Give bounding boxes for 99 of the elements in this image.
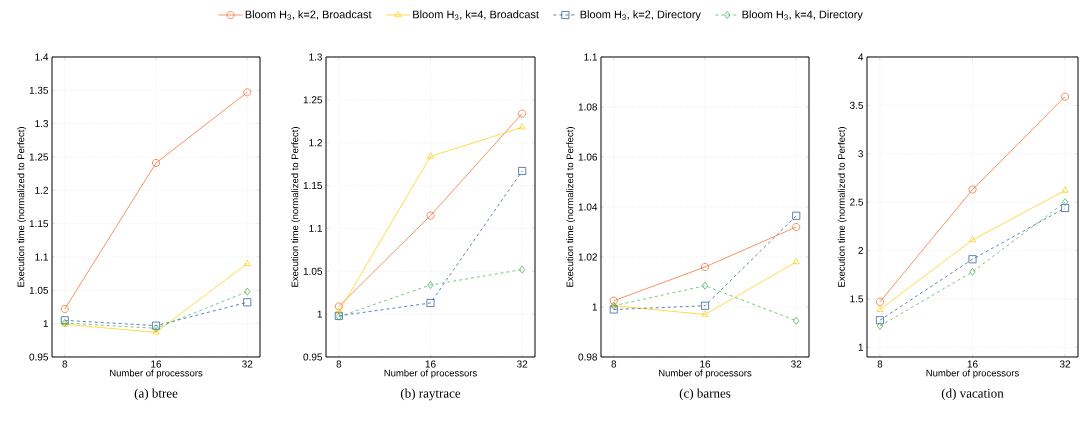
y-tick-label: 1.08 [578, 103, 598, 111]
y-tick-label: 0.98 [578, 353, 598, 361]
y-tick-label: 1.06 [578, 153, 598, 161]
point [792, 258, 800, 265]
y-tick-label: 1.3 [35, 120, 49, 128]
y-axis-title: Execution time (normalized to Perfect) [17, 127, 27, 287]
point [1062, 198, 1069, 207]
point [243, 298, 252, 307]
y-axis-title: Execution time (normalized to Perfect) [566, 127, 576, 287]
y-tick-label: 3.5 [849, 101, 864, 109]
y-tick-label: 1 [592, 303, 597, 311]
y-tick-label: 1.05 [303, 267, 323, 275]
point [426, 211, 435, 220]
y-tick-label: 1.1 [584, 53, 597, 61]
point [701, 301, 709, 310]
point [701, 281, 709, 290]
point [518, 109, 527, 118]
y-axis-title: Execution time (normalized to Perfect) [837, 127, 847, 287]
x-axis-title: Number of processors [110, 369, 203, 379]
point [609, 305, 618, 314]
point [519, 265, 526, 274]
point [969, 235, 976, 243]
y-tick-label: 2.5 [850, 198, 864, 206]
point [876, 316, 884, 325]
x-axis-title: Number of processors [384, 369, 477, 379]
point [876, 297, 884, 306]
x-tick-label: 8 [62, 360, 68, 368]
point [334, 302, 343, 311]
x-tick-label: 16 [151, 360, 162, 368]
point [152, 159, 160, 167]
x-tick-label: 8 [877, 360, 883, 368]
point [243, 88, 252, 97]
legend-label: Bloom H$_{3}$, k=2, Broadcast [245, 10, 372, 20]
x-axis-title: Number of processors [926, 369, 1019, 379]
y-tick-label: 1.4 [35, 53, 49, 61]
y-tick-label: 1 [43, 320, 48, 328]
x-tick-label: 16 [967, 360, 978, 368]
point [969, 267, 976, 276]
y-tick-label: 1.05 [29, 286, 49, 294]
y-tick-label: 1.2 [309, 139, 322, 147]
y-tick-label: 1 [858, 343, 863, 351]
point [792, 223, 801, 231]
point [335, 307, 343, 314]
point [152, 328, 160, 335]
point [609, 296, 618, 305]
x-tick-label: 32 [1059, 360, 1071, 368]
point [60, 305, 69, 313]
text: (c) barnes [679, 388, 731, 401]
point [244, 287, 251, 296]
x-tick-label: 32 [242, 360, 253, 368]
point [792, 211, 801, 220]
legend-label: Bloom H$_{3}$, k=4, Directory [742, 10, 863, 21]
point [1061, 204, 1069, 212]
point [427, 152, 434, 159]
point [876, 322, 884, 330]
y-tick-label: 3 [858, 150, 864, 158]
x-tick-label: 32 [516, 360, 528, 368]
point [426, 299, 435, 307]
y-tick-label: 1.35 [29, 86, 49, 94]
x-tick-label: 16 [700, 360, 711, 368]
y-axis-title: Execution time (normalized to Perfect) [291, 127, 301, 287]
y-tick-label: 0.95 [29, 353, 49, 361]
y-tick-label: 1.04 [578, 203, 598, 211]
x-axis-title: Number of processors [659, 369, 752, 379]
point [1061, 186, 1069, 193]
text: (d) vacation [941, 388, 1004, 401]
y-tick-label: 1.25 [29, 153, 49, 161]
y-tick-label: 1.5 [850, 295, 864, 303]
point [1061, 92, 1069, 101]
point [876, 305, 884, 312]
y-tick-label: 1.15 [303, 182, 323, 190]
text: (a) btree [134, 388, 178, 401]
point [968, 185, 977, 194]
x-tick-label: 8 [336, 360, 342, 368]
y-tick-label: 1.2 [35, 186, 48, 194]
y-tick-label: 1.25 [303, 96, 323, 104]
point [518, 167, 527, 175]
x-tick-label: 16 [425, 360, 436, 368]
y-tick-label: 4 [858, 53, 864, 61]
x-tick-label: 8 [611, 360, 617, 368]
y-tick-label: 1.02 [578, 253, 597, 261]
point [701, 263, 709, 271]
y-tick-label: 1 [317, 310, 322, 318]
point [701, 310, 709, 317]
point [243, 259, 251, 266]
y-tick-label: 2 [858, 247, 863, 255]
x-tick-label: 32 [791, 360, 802, 368]
y-tick-label: 1.3 [309, 53, 323, 61]
legend-label: Bloom H$_{3}$, k=2, Directory [580, 10, 701, 21]
y-tick-label: 1.1 [35, 253, 48, 261]
legend-label: Bloom H$_{3}$, k=4, Broadcast [413, 10, 539, 20]
y-tick-label: 1.15 [29, 220, 49, 228]
point [427, 281, 434, 289]
y-tick-label: 0.95 [303, 353, 323, 361]
point [518, 123, 526, 130]
point [793, 316, 800, 325]
text: (b) raytrace [400, 388, 461, 401]
point [968, 255, 977, 264]
y-tick-label: 1.1 [309, 224, 322, 232]
